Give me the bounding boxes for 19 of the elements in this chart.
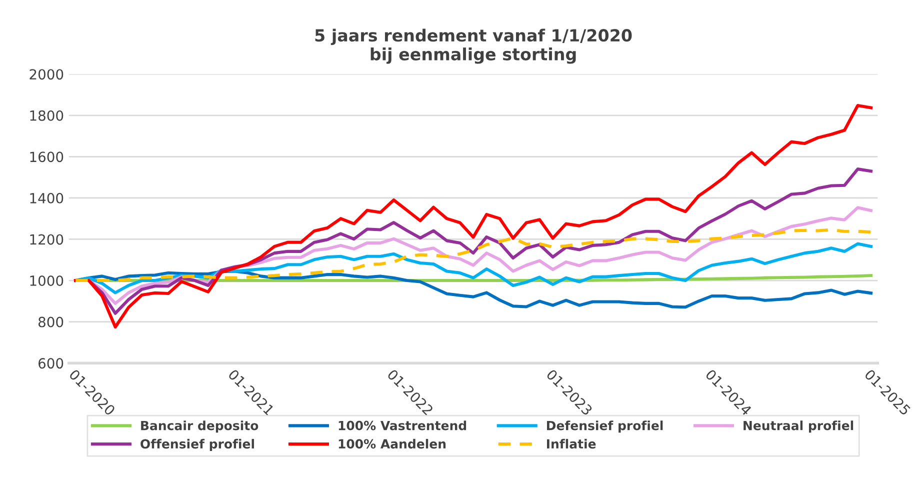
y-tick-label: 1800 <box>30 110 64 121</box>
legend-label: Offensief profiel <box>140 438 254 452</box>
y-tick-label: 1200 <box>30 234 64 245</box>
y-tick-label: 800 <box>38 316 64 328</box>
y-tick-label: 1400 <box>30 192 64 204</box>
y-tick-label: 2000 <box>30 69 64 80</box>
legend-label: Neutraal profiel <box>744 420 854 433</box>
legend-label: Defensief profiel <box>547 420 663 433</box>
y-tick-label: 1600 <box>30 152 64 162</box>
y-tick-label: 600 <box>38 358 64 369</box>
legend-label: Bancair deposito <box>141 420 258 433</box>
chart-title: 5 jaars rendement vanaf 1/1/2020 bij eenmalige storting <box>315 28 632 64</box>
y-tick-label: 1000 <box>30 275 64 286</box>
legend-label: Inflatie <box>547 438 596 449</box>
legend-label: 100% Aandelen <box>338 438 446 449</box>
legend-label: 100% Vastrentend <box>338 420 466 430</box>
line-series <box>74 228 873 282</box>
line-series <box>74 242 873 294</box>
line-series <box>74 104 873 328</box>
